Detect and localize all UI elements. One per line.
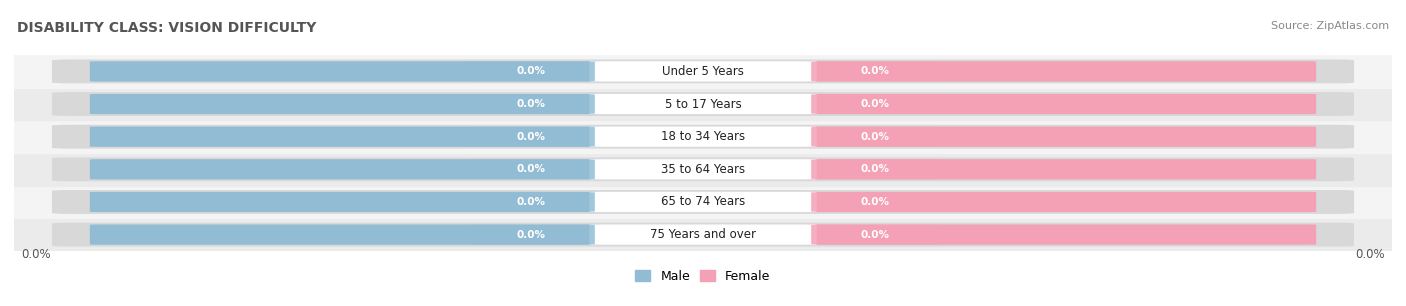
- Text: Under 5 Years: Under 5 Years: [662, 65, 744, 78]
- FancyBboxPatch shape: [90, 61, 599, 81]
- FancyBboxPatch shape: [589, 127, 817, 147]
- FancyBboxPatch shape: [90, 225, 599, 245]
- FancyBboxPatch shape: [807, 94, 1316, 114]
- Text: 0.0%: 0.0%: [516, 99, 546, 109]
- Text: 75 Years and over: 75 Years and over: [650, 228, 756, 241]
- Bar: [14, 88, 1392, 120]
- Bar: [14, 218, 1392, 251]
- FancyBboxPatch shape: [52, 92, 1354, 116]
- Bar: [14, 186, 1392, 218]
- Text: 0.0%: 0.0%: [516, 197, 546, 207]
- FancyBboxPatch shape: [589, 225, 817, 245]
- FancyBboxPatch shape: [90, 94, 599, 114]
- FancyBboxPatch shape: [811, 94, 939, 114]
- Text: 0.0%: 0.0%: [516, 66, 546, 76]
- FancyBboxPatch shape: [90, 159, 599, 179]
- Bar: [14, 55, 1392, 88]
- FancyBboxPatch shape: [807, 192, 1316, 212]
- Text: 0.0%: 0.0%: [860, 230, 890, 240]
- Text: Source: ZipAtlas.com: Source: ZipAtlas.com: [1271, 21, 1389, 32]
- FancyBboxPatch shape: [90, 192, 599, 212]
- FancyBboxPatch shape: [467, 192, 595, 212]
- Text: 0.0%: 0.0%: [516, 230, 546, 240]
- Text: 0.0%: 0.0%: [1355, 248, 1385, 261]
- FancyBboxPatch shape: [807, 225, 1316, 245]
- Text: 0.0%: 0.0%: [860, 99, 890, 109]
- FancyBboxPatch shape: [589, 61, 817, 81]
- Text: 0.0%: 0.0%: [860, 164, 890, 174]
- Text: 35 to 64 Years: 35 to 64 Years: [661, 163, 745, 176]
- FancyBboxPatch shape: [467, 127, 595, 146]
- FancyBboxPatch shape: [811, 160, 939, 179]
- FancyBboxPatch shape: [467, 225, 595, 244]
- FancyBboxPatch shape: [807, 127, 1316, 147]
- FancyBboxPatch shape: [811, 127, 939, 146]
- Text: 0.0%: 0.0%: [860, 66, 890, 76]
- FancyBboxPatch shape: [90, 127, 599, 147]
- Text: DISABILITY CLASS: VISION DIFFICULTY: DISABILITY CLASS: VISION DIFFICULTY: [17, 21, 316, 35]
- Bar: [14, 120, 1392, 153]
- FancyBboxPatch shape: [589, 192, 817, 212]
- FancyBboxPatch shape: [589, 94, 817, 114]
- Text: 0.0%: 0.0%: [21, 248, 51, 261]
- FancyBboxPatch shape: [589, 159, 817, 179]
- FancyBboxPatch shape: [467, 94, 595, 114]
- FancyBboxPatch shape: [52, 59, 1354, 83]
- FancyBboxPatch shape: [811, 62, 939, 81]
- FancyBboxPatch shape: [52, 223, 1354, 247]
- Text: 0.0%: 0.0%: [516, 132, 546, 142]
- Text: 0.0%: 0.0%: [860, 197, 890, 207]
- FancyBboxPatch shape: [811, 225, 939, 244]
- Text: 18 to 34 Years: 18 to 34 Years: [661, 130, 745, 143]
- FancyBboxPatch shape: [811, 192, 939, 212]
- Text: 0.0%: 0.0%: [516, 164, 546, 174]
- Bar: [14, 153, 1392, 186]
- Legend: Male, Female: Male, Female: [630, 265, 776, 288]
- FancyBboxPatch shape: [807, 159, 1316, 179]
- FancyBboxPatch shape: [52, 190, 1354, 214]
- Text: 5 to 17 Years: 5 to 17 Years: [665, 98, 741, 110]
- Text: 0.0%: 0.0%: [860, 132, 890, 142]
- FancyBboxPatch shape: [52, 157, 1354, 181]
- FancyBboxPatch shape: [52, 125, 1354, 149]
- FancyBboxPatch shape: [467, 160, 595, 179]
- Text: 65 to 74 Years: 65 to 74 Years: [661, 196, 745, 208]
- FancyBboxPatch shape: [467, 62, 595, 81]
- FancyBboxPatch shape: [807, 61, 1316, 81]
